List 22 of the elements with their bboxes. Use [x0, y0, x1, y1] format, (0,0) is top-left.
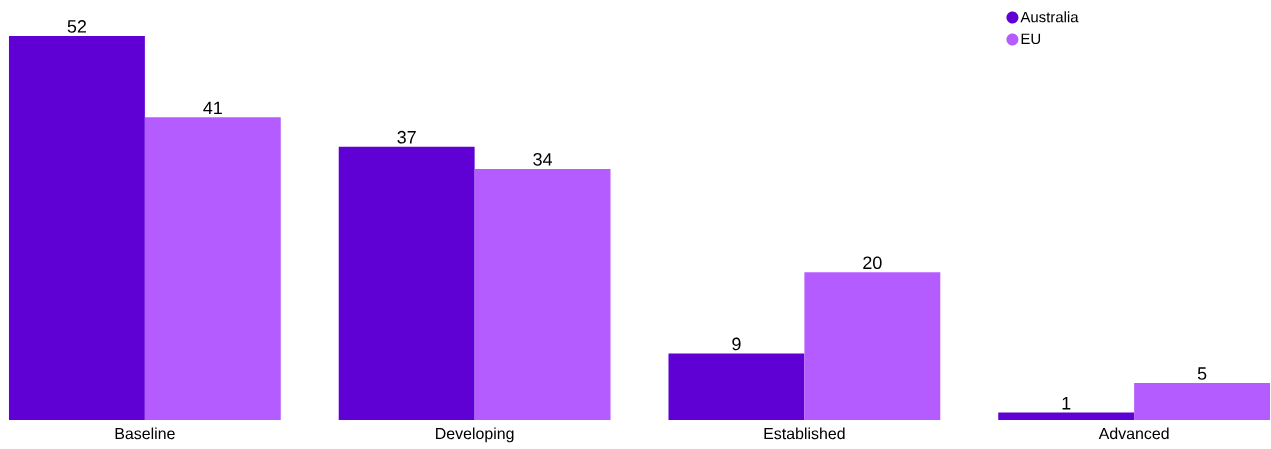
- data-label: 34: [533, 153, 553, 166]
- data-label: 9: [732, 337, 741, 351]
- data-label: 1: [1062, 397, 1071, 410]
- bar: [474, 168, 611, 420]
- data-label: 20: [863, 256, 882, 270]
- data-label: 41: [203, 101, 222, 115]
- bar: [338, 146, 475, 420]
- bar: [144, 117, 281, 420]
- x-tick-label: Established: [764, 427, 845, 440]
- data-label: 52: [67, 20, 86, 33]
- bar: [804, 272, 941, 420]
- x-tick-label: Developing: [436, 427, 514, 443]
- bar: [8, 36, 145, 420]
- legend-label: EU: [1021, 33, 1041, 45]
- x-tick-label: Baseline: [115, 427, 175, 440]
- bar: [998, 412, 1135, 420]
- data-label: 37: [397, 130, 416, 144]
- legend-label: Australia: [1020, 11, 1079, 23]
- bar: [1134, 383, 1271, 420]
- bar: [668, 353, 805, 420]
- data-label: 5: [1197, 367, 1207, 380]
- x-tick-label: Advanced: [1098, 427, 1169, 440]
